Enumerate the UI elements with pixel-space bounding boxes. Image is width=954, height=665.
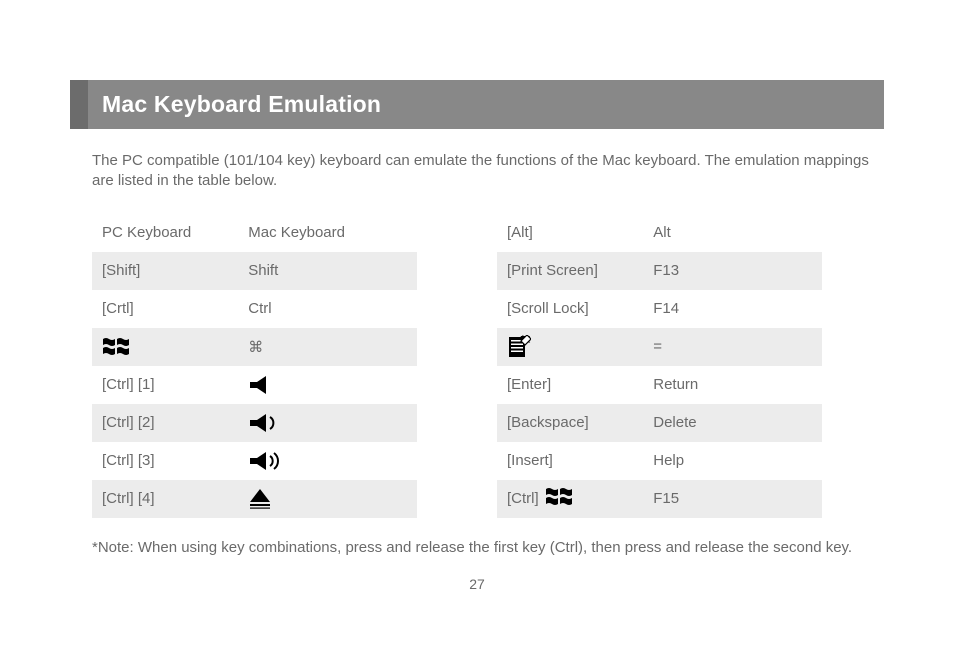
intro-text: The PC compatible (101/104 key) keyboard… — [92, 151, 884, 192]
cell-text: [Alt] — [507, 224, 533, 241]
eject-icon — [248, 488, 272, 510]
pc-keyboard-cell — [497, 328, 643, 366]
mac-keyboard-cell: F14 — [643, 290, 822, 328]
cell-text: Ctrl — [248, 300, 271, 317]
cell-text: = — [653, 338, 662, 355]
compound-cell: [Ctrl] — [507, 486, 633, 512]
pc-keyboard-cell: [Backspace] — [497, 404, 643, 442]
table-row: [Crtl] Ctrl — [92, 290, 417, 328]
table-row: = — [497, 328, 822, 366]
speaker-mute-icon — [248, 375, 278, 395]
windows-key-icon — [102, 336, 228, 358]
cell-text: Alt — [653, 224, 671, 241]
table-row: [Enter] Return — [497, 366, 822, 404]
mac-keyboard-cell: Shift — [238, 252, 417, 290]
document-page: Mac Keyboard Emulation The PC compatible… — [0, 0, 954, 632]
pc-keyboard-cell: [Scroll Lock] — [497, 290, 643, 328]
table-header-row: PC Keyboard Mac Keyboard — [92, 214, 417, 252]
cell-text: ⌘ — [248, 339, 263, 356]
pc-keyboard-cell: [Crtl] — [92, 290, 238, 328]
mac-keyboard-cell: = — [643, 328, 822, 366]
cell-text: [Ctrl] [1] — [102, 376, 155, 393]
pc-keyboard-cell: [Alt] — [497, 214, 643, 252]
cell-text: [Enter] — [507, 376, 551, 393]
volume-up-icon — [248, 450, 407, 472]
table-row: [Print Screen] F13 — [497, 252, 822, 290]
table-row: ⌘ — [92, 328, 417, 366]
table-row: [Alt] Alt — [497, 214, 822, 252]
cell-text: [Scroll Lock] — [507, 300, 589, 317]
left-mapping-table: PC Keyboard Mac Keyboard [Shift] Shift [Cr… — [92, 214, 417, 518]
page-number: 27 — [70, 576, 884, 592]
mac-keyboard-cell: F13 — [643, 252, 822, 290]
column-header: Mac Keyboard — [238, 214, 417, 252]
pc-keyboard-cell: [Ctrl] [1] — [92, 366, 238, 404]
pc-keyboard-cell: [Shift] — [92, 252, 238, 290]
cell-text: [Backspace] — [507, 414, 589, 431]
volume-down-icon — [248, 412, 407, 434]
cell-text: Help — [653, 452, 684, 469]
cell-text: F14 — [653, 300, 679, 317]
cell-text: [Crtl] — [102, 300, 134, 317]
table-row: [Ctrl] [4] — [92, 480, 417, 518]
speaker-mute-icon — [248, 375, 407, 395]
table-row: [Insert] Help — [497, 442, 822, 480]
pc-keyboard-cell: [Print Screen] — [497, 252, 643, 290]
cell-text: [Ctrl] [3] — [102, 452, 155, 469]
cell-text: Return — [653, 376, 698, 393]
mac-keyboard-cell: Return — [643, 366, 822, 404]
mac-keyboard-cell — [238, 404, 417, 442]
tables-container: PC Keyboard Mac Keyboard [Shift] Shift [Cr… — [92, 214, 884, 518]
windows-key-icon — [102, 336, 130, 358]
cell-text: [Insert] — [507, 452, 553, 469]
mac-keyboard-cell — [238, 442, 417, 480]
mac-keyboard-cell: Alt — [643, 214, 822, 252]
table-row: [Ctrl] [2] — [92, 404, 417, 442]
table-row: [Backspace] Delete — [497, 404, 822, 442]
context-menu-icon — [507, 335, 531, 359]
volume-down-icon — [248, 412, 284, 434]
mac-keyboard-cell — [238, 480, 417, 518]
table-row: [Ctrl] [3] — [92, 442, 417, 480]
mac-keyboard-cell: Ctrl — [238, 290, 417, 328]
eject-icon — [248, 488, 407, 510]
pc-keyboard-cell — [92, 328, 238, 366]
mac-keyboard-cell: Delete — [643, 404, 822, 442]
mac-keyboard-cell: ⌘ — [238, 328, 417, 366]
table-row: [Ctrl] F15 — [497, 480, 822, 518]
pc-keyboard-cell: [Ctrl] — [497, 480, 643, 518]
page-title: Mac Keyboard Emulation — [70, 80, 884, 129]
column-header: PC Keyboard — [92, 214, 238, 252]
pc-keyboard-cell: [Enter] — [497, 366, 643, 404]
cell-text: [Ctrl] [4] — [102, 490, 155, 507]
pc-keyboard-cell: [Ctrl] [4] — [92, 480, 238, 518]
context-menu-icon — [507, 335, 633, 359]
cell-text: F13 — [653, 262, 679, 279]
table-row: [Scroll Lock] F14 — [497, 290, 822, 328]
cell-text: Delete — [653, 414, 696, 431]
table-row: [Ctrl] [1] — [92, 366, 417, 404]
table-row: [Shift] Shift — [92, 252, 417, 290]
pc-keyboard-cell: [Ctrl] [2] — [92, 404, 238, 442]
windows-key-icon — [545, 486, 573, 512]
cell-text: [Ctrl] — [507, 490, 539, 507]
pc-keyboard-cell: [Ctrl] [3] — [92, 442, 238, 480]
volume-up-icon — [248, 450, 288, 472]
footnote: *Note: When using key combinations, pres… — [92, 538, 884, 558]
cell-text: [Ctrl] [2] — [102, 414, 155, 431]
right-mapping-table: [Alt] Alt [Print Screen] F13 [Scroll Lock] F1… — [497, 214, 822, 518]
mac-keyboard-cell — [238, 366, 417, 404]
mac-keyboard-cell: Help — [643, 442, 822, 480]
cell-text: [Print Screen] — [507, 262, 598, 279]
cell-text: [Shift] — [102, 262, 140, 279]
windows-key-icon — [545, 486, 573, 508]
pc-keyboard-cell: [Insert] — [497, 442, 643, 480]
cell-text: F15 — [653, 490, 679, 507]
cell-text: Shift — [248, 262, 278, 279]
mac-keyboard-cell: F15 — [643, 480, 822, 518]
